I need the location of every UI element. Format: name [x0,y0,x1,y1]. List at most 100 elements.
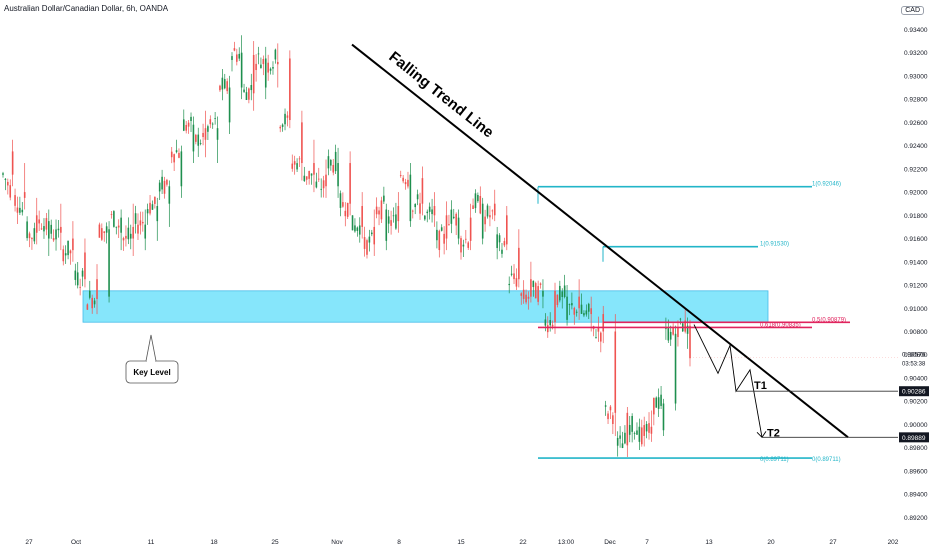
candle-body [226,81,228,92]
candle-body [354,225,356,232]
candle-body [207,126,209,132]
candle-body [479,196,482,214]
key-level-zone [82,290,769,323]
candle-body [7,181,9,186]
candle-body [607,413,609,420]
candle-body [561,291,564,298]
candle-body [168,186,171,204]
candle-body [154,196,156,204]
candle-body [571,303,573,306]
candle-body [110,214,113,215]
candle-body [402,177,404,182]
candle-body [204,128,207,140]
candle-body [192,124,195,152]
candle-body [636,430,638,435]
candle-body [105,226,108,233]
candle-body [60,226,62,233]
target-label-t1: T1 [754,380,767,392]
candle-body [684,320,686,332]
candle-body [330,160,332,166]
y-tick-label: 0.91600 [904,236,928,243]
candle-body [366,240,368,255]
candle-body [648,423,650,433]
candle-body [416,194,419,200]
candle-body [349,163,351,204]
trend-line-label: Falling Trend Line [386,48,497,141]
candle-body [677,327,679,338]
y-tick-label: 0.90800 [904,329,928,336]
candle-body [448,224,450,225]
candle-body [233,48,236,51]
candle-body [180,151,183,187]
candle-body [467,242,470,248]
axis-badge-t2-text: 0.89889 [902,435,926,442]
candle-body [455,213,457,226]
candle-body [580,304,583,314]
candle-body [257,53,260,55]
fib-label: 1(0.92046) [812,182,841,188]
candle-body [436,229,438,241]
candle-body [260,64,262,69]
candle-body [62,249,65,262]
current-price-label: 0.90576 [902,352,926,359]
candle-body [267,62,269,73]
symbol-title: Australian Dollar/Canadian Dollar, 6h, O… [4,4,169,13]
candle-body [445,215,448,239]
candle-body [115,226,118,228]
candle-body [530,279,532,297]
x-tick-label: 202 [888,539,899,546]
candle-body [134,213,137,224]
candle-body [108,229,110,297]
candle-body [252,54,255,94]
candle-body [219,85,221,91]
candle-body [508,283,511,286]
axis-badge-t1-text: 0.90286 [902,389,926,396]
candle-body [284,113,286,125]
candle-body [491,210,494,212]
x-tick-label: 7 [645,539,649,546]
candle-body [322,180,325,189]
candle-body [76,272,79,286]
candle-body [518,247,520,280]
y-tick-label: 0.89400 [904,492,928,499]
candle-body [380,200,383,220]
candle-body [122,238,125,241]
candle-body [534,283,537,299]
candle-body [88,290,91,298]
candle-body [74,270,77,280]
candle-body [342,202,344,207]
x-tick-label: 11 [148,539,155,546]
y-tick-label: 0.91400 [904,259,928,266]
candle-body [590,308,592,315]
candle-body [31,238,33,240]
candle-body [190,116,192,122]
candle-body [669,331,672,340]
candle-body [486,205,489,217]
candle-body [373,226,376,245]
candle-body [452,216,455,219]
candle-body [11,151,14,175]
candle-body [4,178,7,180]
candle-body [337,163,339,187]
x-tick-label: 20 [767,539,775,546]
y-tick-label: 0.93000 [904,73,928,80]
projection-path [693,324,763,438]
y-tick-label: 0.92200 [904,166,928,173]
y-tick-label: 0.92800 [904,97,928,104]
fib-label: 0(0.89711) [760,457,789,463]
candle-body [438,230,441,251]
candle-body [378,210,380,215]
key-level-zone-layer [82,290,769,323]
candle-body [50,224,53,234]
candle-body [45,218,48,230]
candle-body [149,202,151,214]
candle-body [626,412,629,446]
candle-body [609,406,612,411]
candle-body [568,304,571,306]
candle-body [489,215,491,218]
candle-body [428,206,431,212]
currency-badge[interactable]: CAD [901,6,924,15]
y-tick-label: 0.90000 [904,422,928,429]
candle-body [144,224,147,239]
